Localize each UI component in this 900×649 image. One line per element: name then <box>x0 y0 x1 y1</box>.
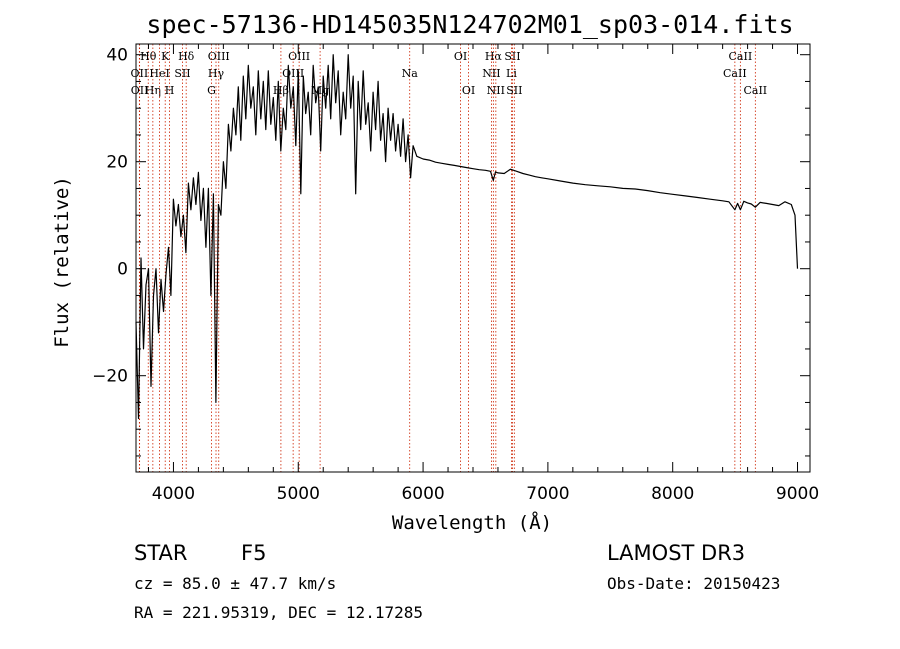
spectral-line-label: Hδ <box>178 50 195 63</box>
survey-name: LAMOST DR3 <box>607 541 745 565</box>
spectrum-line <box>135 54 799 420</box>
x-tick-label: 4000 <box>152 484 195 504</box>
spectral-line-label: SII <box>506 84 522 97</box>
y-axis-label: Flux (relative) <box>51 176 73 348</box>
spectral-line-label: CaII <box>729 50 753 63</box>
axis-ticks: 4000 5000 6000 7000 8000 9000 −20 0 20 40 <box>92 44 819 504</box>
y-tick-label: 20 <box>106 153 128 173</box>
coordinates-text: RA = 221.95319, DEC = 12.17285 <box>134 603 423 622</box>
spectral-line-label: H <box>165 84 175 97</box>
spectral-line-label: CaII <box>723 67 747 80</box>
spectral-line-label: Hγ <box>208 67 225 80</box>
spectral-line-label: Hα <box>485 50 503 63</box>
spectral-line-label: G <box>207 84 216 97</box>
spectral-line-label: K <box>161 50 170 63</box>
redshift-text: cz = 85.0 ± 47.7 km/s <box>134 574 336 593</box>
spectral-line-label: CaII <box>743 84 767 97</box>
spectral-line-label: OIII <box>282 67 304 80</box>
spectral-line-label: NII <box>487 84 505 97</box>
obs-date-text: Obs-Date: 20150423 <box>607 574 780 593</box>
spectral-line-label: SII <box>174 67 190 80</box>
spectral-line-label: Na <box>402 67 419 80</box>
spectral-line-label: Hβ <box>273 84 289 97</box>
spectral-line-label: HeI <box>149 67 169 80</box>
x-axis-label: Wavelength (Å) <box>392 511 552 534</box>
spectral-line-label: NII <box>482 67 500 80</box>
y-tick-label: 0 <box>117 260 128 280</box>
x-tick-label: 9000 <box>776 484 819 504</box>
y-tick-label: 40 <box>106 46 128 66</box>
spectral-line-label: OIII <box>288 50 310 63</box>
spectral-line-label: Li <box>506 67 517 80</box>
spectral-line-label: OII <box>131 84 149 97</box>
spectrum-series <box>135 54 799 420</box>
spectral-line-label: OI <box>462 84 475 97</box>
spectral-line-label: Hη <box>145 84 161 97</box>
x-tick-label: 5000 <box>277 484 320 504</box>
spectral-line-label: Hθ <box>140 50 157 63</box>
spectral-line-label: SII <box>504 50 520 63</box>
spectral-line-label: OIII <box>208 50 230 63</box>
x-tick-label: 8000 <box>651 484 694 504</box>
object-type: STAR <box>134 541 187 565</box>
spectral-line-label: OI <box>454 50 467 63</box>
x-tick-label: 7000 <box>526 484 569 504</box>
object-subclass: F5 <box>241 541 266 565</box>
y-tick-label: −20 <box>92 367 128 387</box>
chart-title: spec-57136-HD145035N124702M01_sp03-014.f… <box>146 10 793 39</box>
x-tick-label: 6000 <box>401 484 444 504</box>
